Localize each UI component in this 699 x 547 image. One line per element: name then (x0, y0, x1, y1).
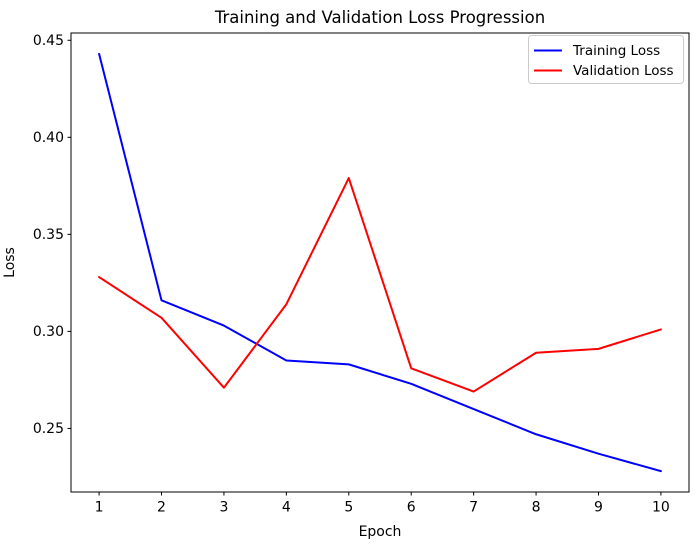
legend-label-training-loss: Training Loss (572, 43, 660, 59)
x-axis-ticks: 1 2 3 4 5 6 7 8 9 10 (95, 492, 670, 516)
plot-border (70, 32, 690, 493)
y-tick-label: 0.40 (33, 130, 64, 146)
y-tick-label: 0.25 (33, 421, 64, 437)
y-tick-label: 0.35 (33, 227, 64, 243)
x-tick-label: 1 (95, 500, 104, 516)
y-tick-label: 0.45 (33, 33, 64, 49)
training-loss-line (98, 52, 662, 473)
x-tick-label: 9 (594, 500, 603, 516)
x-tick-label: 5 (344, 500, 353, 516)
y-tick-label: 0.30 (33, 324, 64, 340)
y-axis-label: Loss (2, 247, 18, 278)
legend-item-training-loss: Training Loss (534, 43, 660, 59)
plot-series (98, 52, 662, 473)
x-axis-label: Epoch (359, 524, 402, 540)
validation-loss-line (98, 177, 662, 393)
x-tick-label: 7 (469, 500, 478, 516)
y-axis-ticks: 0.25 0.30 0.35 0.40 0.45 (33, 33, 71, 437)
x-tick-label: 8 (532, 500, 541, 516)
x-tick-label: 2 (157, 500, 166, 516)
x-tick-label: 3 (219, 500, 228, 516)
legend-box (528, 35, 684, 84)
legend-label-validation-loss: Validation Loss (573, 63, 674, 79)
x-tick-label: 10 (652, 500, 670, 516)
chart-title: Training and Validation Loss Progression (214, 8, 545, 27)
legend-item-validation-loss: Validation Loss (534, 63, 674, 79)
legend: Training Loss Validation Loss (528, 35, 684, 84)
x-tick-label: 4 (282, 500, 291, 516)
x-tick-label: 6 (407, 500, 416, 516)
